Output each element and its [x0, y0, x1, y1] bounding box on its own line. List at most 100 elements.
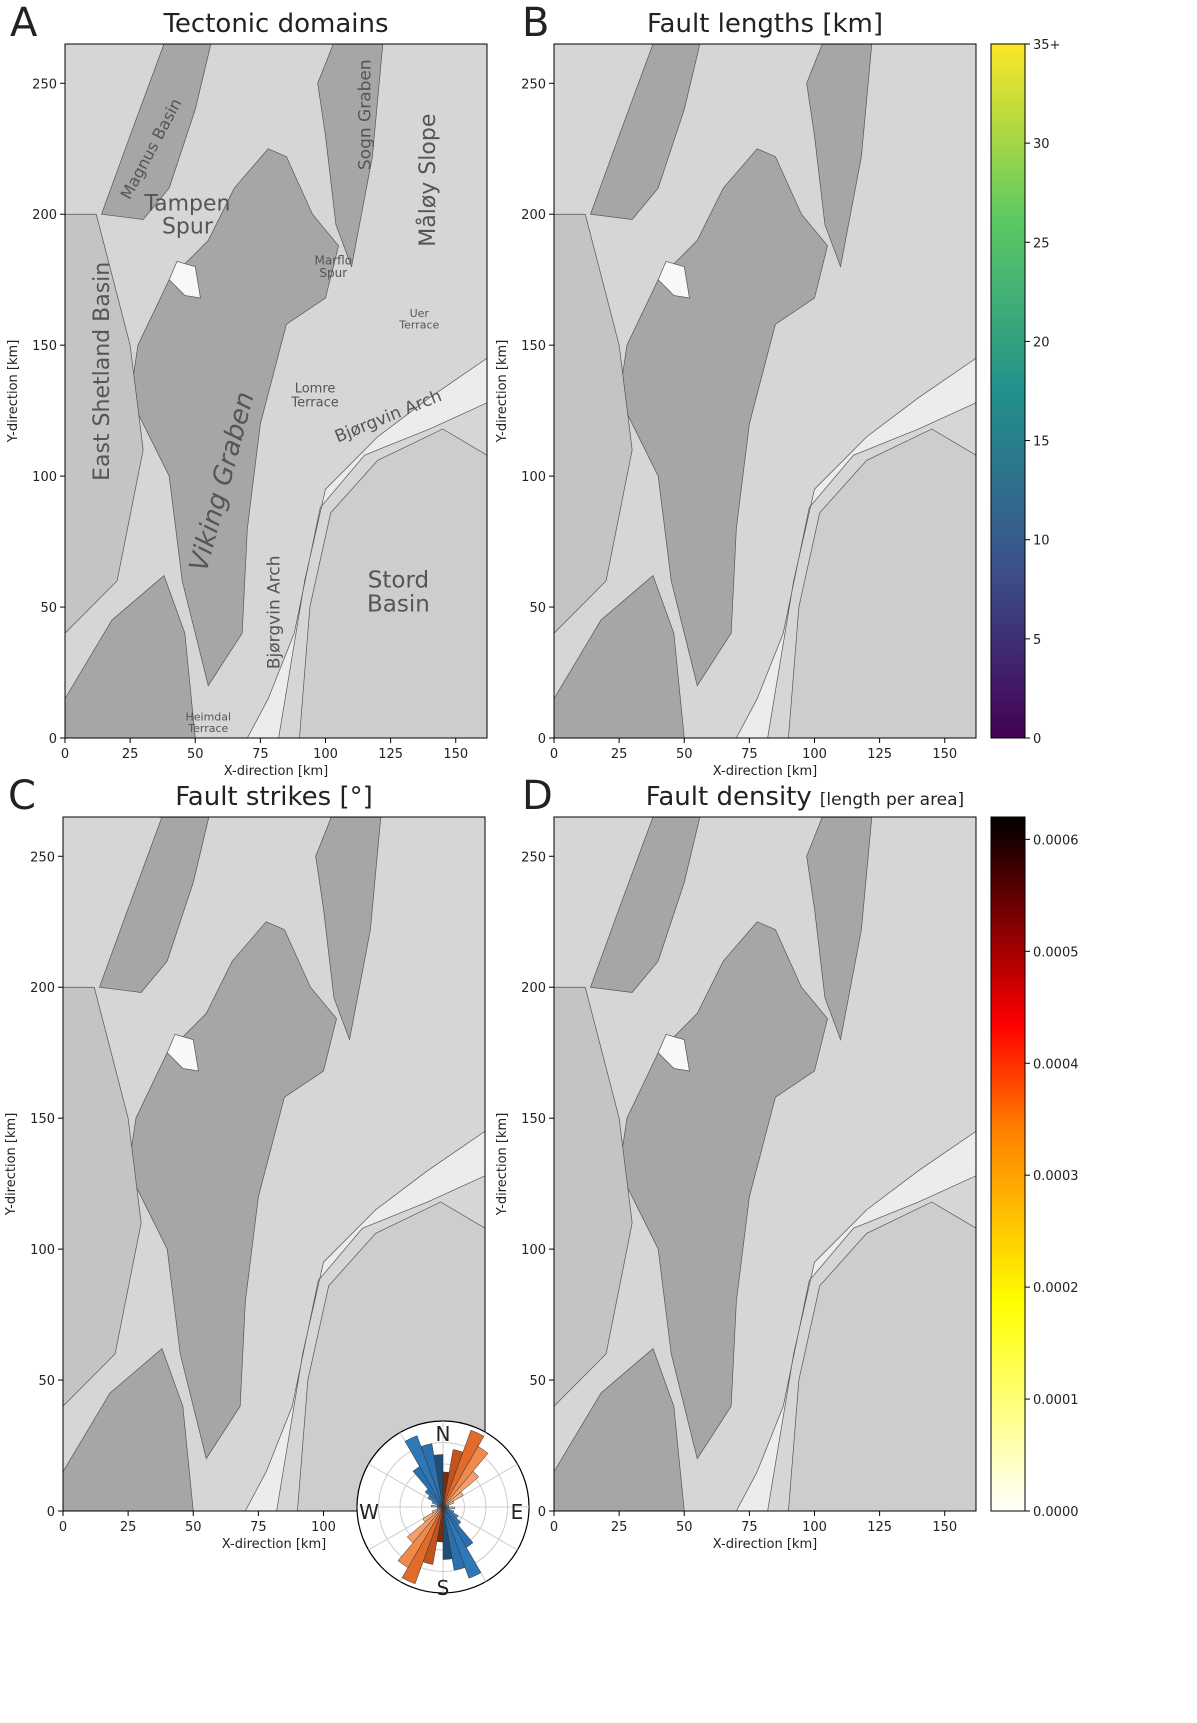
y-tick-label: 100: [32, 470, 57, 485]
chart-title: Tectonic domains: [162, 9, 388, 39]
rose-petal: [422, 1506, 444, 1523]
rose-petal: [433, 1454, 444, 1508]
y-tick-label: 100: [30, 1243, 55, 1258]
x-axis-label: X-direction [km]: [713, 1537, 817, 1552]
colorbar-tick-label: 10: [1033, 534, 1050, 549]
x-axis-label: X-direction [km]: [224, 764, 328, 779]
x-tick-label: 0: [550, 747, 558, 762]
y-tick-label: 0: [538, 1505, 546, 1520]
x-tick-label: 0: [59, 1520, 67, 1535]
y-tick-label: 250: [521, 850, 546, 865]
region-label-line: Lomre: [295, 382, 336, 397]
x-tick-label: 50: [187, 747, 204, 762]
y-axis-label: Y-direction [km]: [495, 1113, 510, 1217]
region-label: Uer Terrace: [398, 307, 439, 332]
panel: D Fault density [length per area] X-directi…: [495, 773, 1079, 1552]
domain: [553, 213, 633, 635]
rose-direction: W: [359, 1500, 379, 1524]
y-tick-label: 0: [49, 732, 57, 747]
y-tick-label: 200: [521, 981, 546, 996]
colorbar-tick-label: 0.0005: [1033, 945, 1079, 960]
colorbar-tick-label: 0.0002: [1033, 1281, 1079, 1296]
y-tick-label: 200: [32, 208, 57, 223]
x-tick-label: 100: [313, 747, 338, 762]
rose-petal: [404, 1435, 444, 1508]
rose-diagram: N E S W: [356, 1420, 530, 1600]
x-tick-label: 150: [443, 747, 468, 762]
x-tick-label: 75: [741, 1520, 758, 1535]
domain: [657, 1033, 690, 1072]
rose-petal: [436, 1506, 444, 1509]
y-tick-label: 150: [521, 1112, 546, 1127]
region-label-line: Spur: [162, 214, 214, 239]
x-tick-label: 0: [61, 747, 69, 762]
region-label-line: Terrace: [398, 319, 439, 332]
x-tick-label: 125: [867, 1520, 892, 1535]
domain: [168, 260, 201, 299]
region-label: Marflo Spur: [315, 254, 353, 281]
region-label: Bjørgvin Arch: [264, 555, 284, 669]
region-label-line: Måløy Slope: [415, 114, 441, 247]
region-label-line: Stord: [368, 567, 429, 593]
rose-direction: E: [511, 1500, 524, 1524]
x-tick-label: 25: [611, 1520, 628, 1535]
region-label: Stord Basin: [367, 567, 430, 617]
colorbar-tick-label: 5: [1033, 633, 1041, 648]
chart-title: Fault density [length per area]: [646, 782, 964, 812]
y-tick-label: 50: [40, 601, 57, 616]
domain: [553, 986, 633, 1408]
domain: [64, 213, 144, 635]
rose-petal: [442, 1446, 489, 1508]
y-tick-label: 0: [538, 732, 546, 747]
panel: C Fault strikes [°] X-direction [km] Y-dire…: [4, 773, 530, 1600]
region-label-line: East Shetland Basin: [90, 262, 115, 481]
region-label: East Shetland Basin: [90, 262, 115, 481]
plot-frame: [553, 816, 977, 1512]
rose-petal: [442, 1491, 464, 1508]
y-tick-label: 250: [521, 77, 546, 92]
y-tick-label: 200: [521, 208, 546, 223]
colorbar-tick-label: 0.0004: [1033, 1057, 1079, 1072]
panel-letter: D: [522, 773, 553, 819]
colorbar-tick-label: 0.0000: [1033, 1505, 1079, 1520]
y-tick-label: 100: [521, 1243, 546, 1258]
x-tick-label: 50: [676, 747, 693, 762]
title-text: Fault density: [646, 782, 812, 812]
colorbar-tick-label: 35+: [1033, 38, 1060, 53]
region-label-line: Terrace: [187, 722, 228, 735]
colorbar-tick-label: 25: [1033, 236, 1050, 251]
y-tick-label: 50: [38, 1374, 55, 1389]
domain: [589, 816, 701, 993]
region-label: Lomre Terrace: [290, 382, 338, 411]
region-label: Måløy Slope: [415, 114, 441, 247]
colorbar-tick-label: 0.0003: [1033, 1169, 1079, 1184]
rose-petal: [442, 1429, 485, 1508]
x-tick-label: 100: [802, 747, 827, 762]
x-tick-label: 75: [250, 1520, 267, 1535]
domain: [657, 260, 690, 299]
chart-title: Fault lengths [km]: [647, 9, 883, 39]
subtitle: [length per area]: [820, 790, 964, 810]
y-axis-label: Y-direction [km]: [4, 1113, 19, 1217]
rose-petal: [442, 1506, 482, 1579]
y-tick-label: 150: [32, 339, 57, 354]
plot-frame: [64, 43, 488, 739]
x-tick-label: 150: [932, 747, 957, 762]
colorbar-tick-label: 30: [1033, 137, 1050, 152]
chart-title: Fault strikes [°]: [175, 782, 373, 812]
rose-petal: [442, 1505, 450, 1508]
y-tick-label: 150: [30, 1112, 55, 1127]
panel-letter: B: [522, 0, 549, 46]
x-tick-label: 75: [252, 747, 269, 762]
x-tick-label: 50: [185, 1520, 202, 1535]
region-label: Heimdal Terrace: [185, 710, 231, 735]
colorbar-tick-label: 0.0006: [1033, 833, 1079, 848]
x-tick-label: 0: [550, 1520, 558, 1535]
y-tick-label: 50: [529, 1374, 546, 1389]
rose-petal: [442, 1506, 453, 1560]
colorbar: [990, 816, 1026, 1512]
colorbar: [990, 43, 1026, 739]
y-tick-label: 250: [32, 77, 57, 92]
x-tick-label: 100: [311, 1520, 336, 1535]
colorbar-tick-label: 0: [1033, 732, 1041, 747]
